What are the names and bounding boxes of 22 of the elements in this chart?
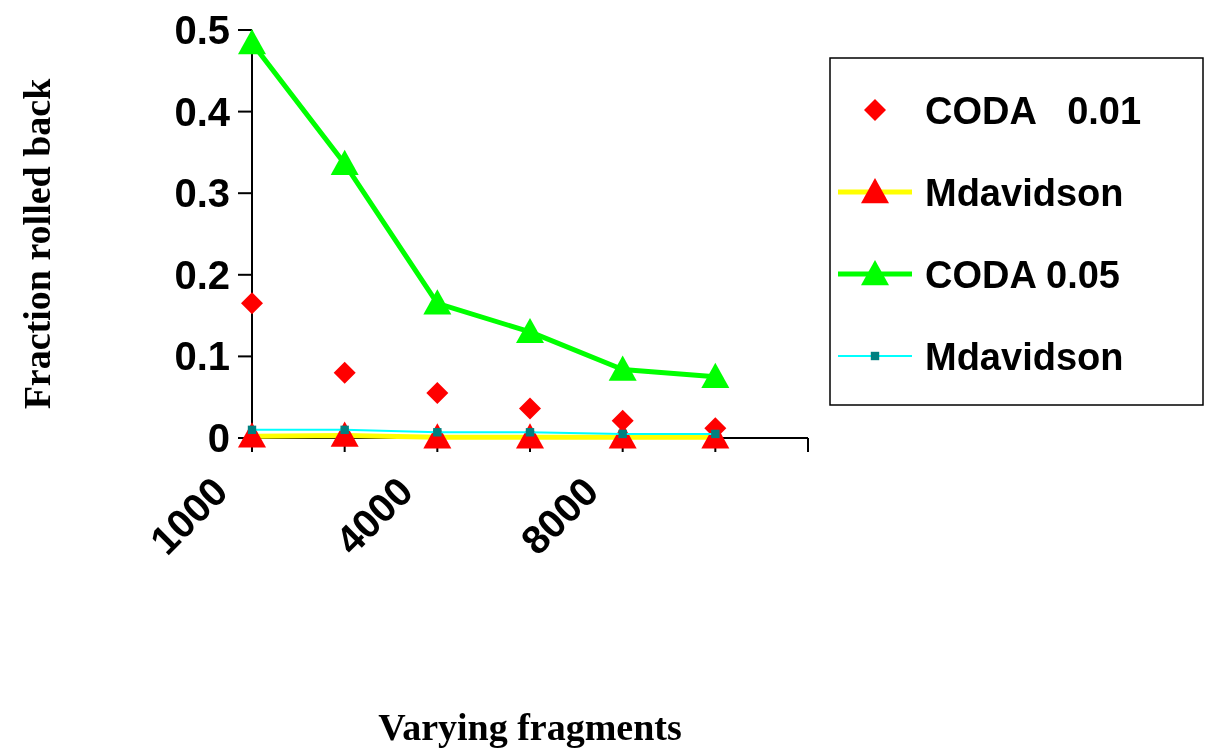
point [516, 317, 544, 344]
point [711, 429, 720, 439]
legend-label: CODA 0.05 [925, 254, 1120, 296]
y-tick-label: 0.2 [174, 252, 230, 297]
point [608, 355, 637, 381]
point [519, 397, 541, 420]
y-axis-title: Fraction rolled back [16, 77, 58, 410]
y-tick-label: 0 [207, 416, 230, 460]
y-tick-label: 0.5 [174, 8, 230, 52]
point [701, 362, 730, 388]
x-axis-title: Varying fragments [378, 706, 682, 748]
legend-label: Mdavidson [925, 172, 1124, 214]
legend-label: CODA 0.01 [925, 90, 1142, 132]
y-tick-label: 0.4 [174, 89, 231, 134]
point [333, 361, 356, 384]
point [423, 289, 452, 315]
point [330, 149, 359, 176]
y-tick-label: 0.3 [174, 171, 230, 216]
point [241, 292, 263, 315]
y-tick-label: 0.1 [174, 334, 230, 379]
legend-label: Mdavidson [925, 336, 1124, 378]
point [426, 382, 449, 405]
